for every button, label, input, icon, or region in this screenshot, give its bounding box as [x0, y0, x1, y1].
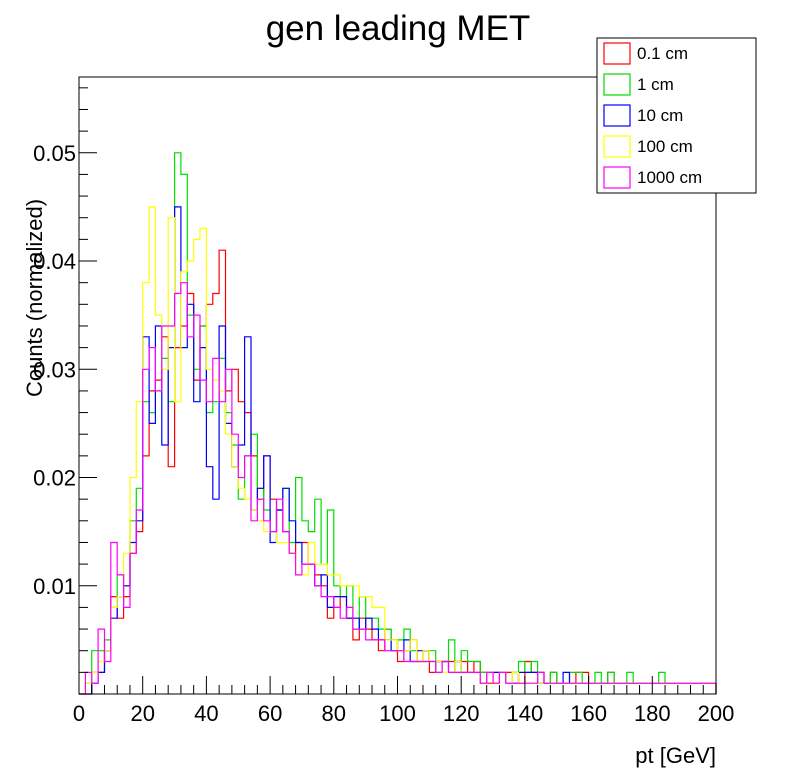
legend-swatch-4	[603, 166, 631, 189]
x-tick-label: 0	[73, 701, 85, 726]
legend-swatch-2	[603, 104, 631, 127]
y-tick-label: 0.01	[33, 574, 76, 599]
y-axis: 0.01 0.02 0.03 0.04 0.05	[33, 87, 97, 695]
legend-label-2: 10 cm	[637, 106, 683, 125]
y-tick-label: 0.04	[33, 249, 76, 274]
legend-label-3: 100 cm	[637, 137, 693, 156]
x-axis-label: pt [GeV]	[635, 743, 716, 768]
x-tick-label: 80	[322, 701, 346, 726]
x-axis: 0 20 40 60 80 100 120 140 160 180 200	[73, 676, 734, 726]
legend-entries: 0.1 cm 1 cm 10 cm 100 cm 1000 cm	[603, 42, 702, 189]
x-tick-label: 140	[507, 701, 544, 726]
x-tick-label: 180	[634, 701, 671, 726]
series-line-4	[79, 282, 717, 695]
x-tick-label: 100	[379, 701, 416, 726]
series-layer	[79, 152, 717, 695]
y-tick-label: 0.02	[33, 466, 76, 491]
legend-swatch-3	[603, 135, 631, 158]
legend-swatch-0	[603, 42, 631, 65]
x-tick-label: 160	[570, 701, 607, 726]
legend: 0.1 cm 1 cm 10 cm 100 cm 1000 cm	[596, 37, 757, 194]
x-tick-label: 20	[130, 701, 154, 726]
y-axis-label: Counts (normalized)	[22, 199, 47, 397]
y-tick-label: 0.03	[33, 357, 76, 382]
x-tick-label: 40	[194, 701, 218, 726]
x-tick-label: 200	[698, 701, 735, 726]
series-line-2	[79, 206, 717, 695]
x-tick-label: 60	[258, 701, 282, 726]
x-tick-label: 120	[443, 701, 480, 726]
chart-title: gen leading MET	[266, 9, 531, 48]
legend-label-4: 1000 cm	[637, 168, 702, 187]
y-tick-label: 0.05	[33, 141, 76, 166]
legend-label-0: 0.1 cm	[637, 44, 688, 63]
legend-swatch-1	[603, 73, 631, 96]
legend-label-1: 1 cm	[637, 75, 674, 94]
